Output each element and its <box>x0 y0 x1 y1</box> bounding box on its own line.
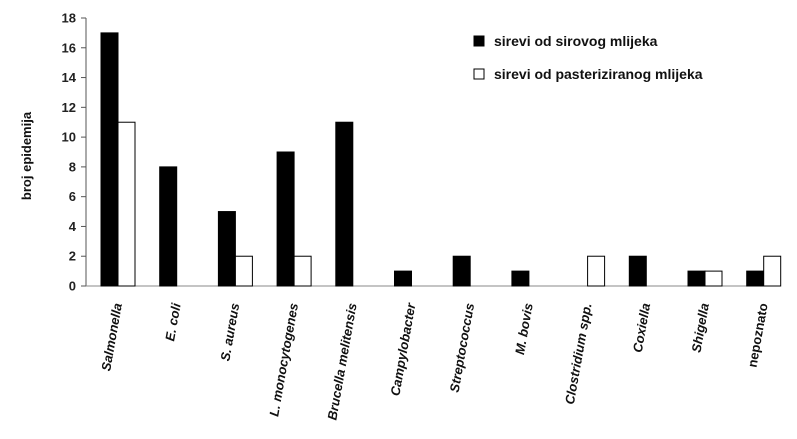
bar-pasteurized <box>704 270 723 287</box>
y-axis-label: broj epidemija <box>19 111 34 200</box>
bar-pasteurized <box>117 121 136 287</box>
x-category-label: Streptococcus <box>447 302 477 394</box>
bar-raw <box>452 255 471 287</box>
x-category-label: E. coli <box>162 302 183 343</box>
legend-swatch <box>473 68 485 80</box>
bar-raw <box>394 270 412 287</box>
x-category-label: Salmonella <box>98 302 125 372</box>
bar-raw <box>159 166 178 287</box>
x-category-label: L. monocytogenes <box>266 302 301 418</box>
x-category-label: Shigella <box>689 302 712 354</box>
y-tick-label: 12 <box>62 100 76 115</box>
x-category-label: S. aureus <box>217 302 242 362</box>
x-category-label: Campylobacter <box>387 301 418 397</box>
bar-pasteurized <box>234 255 253 287</box>
y-tick-label: 8 <box>69 159 76 174</box>
bar-raw <box>628 255 647 287</box>
y-tick-label: 6 <box>69 189 76 204</box>
bar-pasteurized <box>587 255 606 287</box>
y-tick-label: 2 <box>69 249 76 264</box>
y-tick-label: 10 <box>62 130 76 145</box>
y-tick-label: 16 <box>62 40 76 55</box>
bar-raw <box>335 121 354 287</box>
legend-label: sirevi od pasteriziranog mlijeka <box>494 66 703 82</box>
x-category-label: Coxiella <box>630 302 653 354</box>
bars <box>100 32 782 287</box>
x-category-label: Brucella melitensis <box>324 302 359 421</box>
legend: sirevi od sirovog mlijeka sirevi od paste… <box>473 33 703 82</box>
bar-raw <box>276 151 295 287</box>
bar-pasteurized <box>763 255 782 287</box>
y-tick-label: 14 <box>62 70 77 85</box>
bar-raw <box>100 32 119 287</box>
legend-swatch <box>473 35 485 47</box>
y-tick-label: 18 <box>62 11 76 26</box>
x-category-label: Clostridium spp. <box>562 302 595 406</box>
y-axis: 0 2 4 6 8 10 12 14 16 18 <box>62 11 780 294</box>
x-category-label: nepoznato <box>745 302 771 369</box>
bar-raw <box>746 270 765 287</box>
bar-raw <box>687 270 706 287</box>
bar-raw <box>217 211 236 287</box>
x-category-label: M. bovis <box>512 302 536 356</box>
legend-label: sirevi od sirovog mlijeka <box>494 33 658 49</box>
bar-raw <box>511 270 530 287</box>
y-tick-label: 0 <box>69 279 76 294</box>
bar-pasteurized <box>293 255 312 287</box>
y-tick-label: 4 <box>69 219 77 234</box>
x-axis-labels: Salmonella E. coli S. aureus L. monocytogen… <box>98 301 770 421</box>
